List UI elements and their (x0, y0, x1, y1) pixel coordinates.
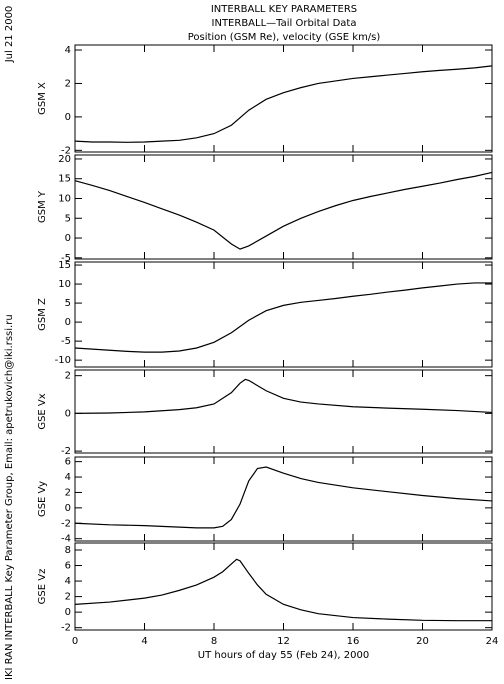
title-line: INTERBALL—Tail Orbital Data (212, 18, 357, 29)
y-tick-label: 4 (65, 45, 71, 56)
y-tick-label: -2 (61, 623, 71, 634)
y-tick-label: 2 (65, 371, 71, 382)
y-tick-label: 10 (58, 279, 71, 290)
y-tick-label: 2 (65, 78, 71, 89)
y-tick-label: 4 (65, 472, 71, 483)
x-tick-label: 0 (72, 636, 78, 647)
y-axis-label: GSM X (37, 82, 48, 115)
y-tick-label: 5 (65, 213, 71, 224)
x-tick-label: 4 (141, 636, 147, 647)
data-line (74, 65, 493, 143)
y-axis-label: GSE Vz (37, 569, 48, 605)
y-axis-label: GSM Z (37, 298, 48, 331)
credit: IKI RAN INTERBALL Key Parameter Group, E… (4, 314, 15, 680)
y-tick-label: -2 (61, 518, 71, 529)
data-line (74, 378, 493, 414)
y-tick-label: 6 (65, 561, 71, 572)
x-tick-label: 16 (347, 636, 360, 647)
date-stamp: Jul 21 2000 (4, 6, 15, 64)
x-tick-label: 8 (211, 636, 217, 647)
y-tick-label: 0 (65, 607, 71, 618)
y-axis-label: GSM Y (37, 190, 48, 223)
data-line (74, 558, 492, 622)
y-tick-label: 20 (58, 154, 71, 165)
y-tick-label: 0 (65, 112, 71, 123)
y-tick-label: -10 (55, 355, 71, 366)
y-tick-label: -5 (61, 336, 71, 347)
title-line: INTERBALL KEY PARAMETERS (211, 4, 357, 15)
y-tick-label: 6 (65, 457, 71, 468)
y-tick-label: 0 (65, 408, 71, 419)
y-tick-label: 2 (65, 487, 71, 498)
x-tick-label: 12 (277, 636, 290, 647)
y-axis-label: GSE Vy (37, 481, 48, 517)
data-line (74, 282, 492, 353)
data-line (74, 171, 493, 250)
title-line: Position (GSM Re), velocity (GSE km/s) (188, 32, 381, 43)
x-axis-label: UT hours of day 55 (Feb 24), 2000 (198, 650, 369, 661)
y-tick-label: 0 (65, 503, 71, 514)
y-axis-label: GSE Vx (37, 393, 48, 429)
data-line (74, 466, 493, 529)
y-tick-label: -2 (61, 446, 71, 457)
y-tick-label: 2 (65, 592, 71, 603)
y-tick-label: -2 (61, 145, 71, 156)
y-tick-label: -4 (61, 534, 71, 545)
y-tick-label: -5 (61, 253, 71, 264)
x-tick-label: 20 (416, 636, 429, 647)
y-tick-label: 0 (65, 317, 71, 328)
x-tick-label: 24 (486, 636, 499, 647)
y-tick-label: 15 (58, 174, 71, 185)
y-tick-label: 8 (65, 545, 71, 556)
y-tick-label: 5 (65, 298, 71, 309)
y-tick-label: 10 (58, 193, 71, 204)
y-tick-label: 4 (65, 576, 71, 587)
y-tick-label: 15 (58, 260, 71, 271)
y-tick-label: 0 (65, 233, 71, 244)
